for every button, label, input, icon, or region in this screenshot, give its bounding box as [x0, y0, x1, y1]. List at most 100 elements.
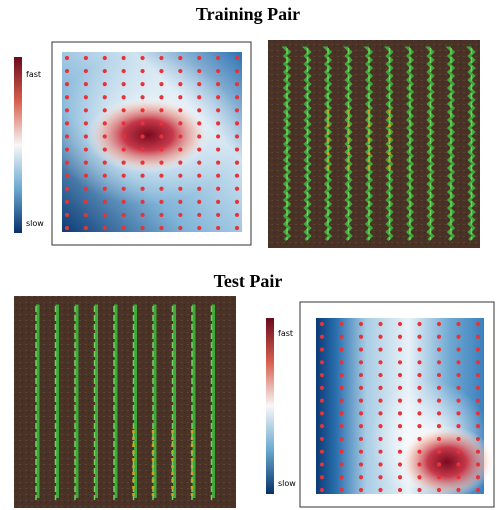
sample-point	[359, 488, 363, 492]
sample-point	[398, 411, 402, 415]
sample-point	[378, 386, 382, 390]
sample-point	[197, 56, 201, 60]
sample-point	[398, 475, 402, 479]
sample-point	[339, 437, 343, 441]
sample-point	[437, 347, 441, 351]
sample-point	[320, 462, 324, 466]
sample-point	[103, 134, 107, 138]
sample-point	[65, 82, 69, 86]
sample-point	[103, 69, 107, 73]
section-title: Test Pair	[214, 271, 283, 291]
sample-point	[398, 488, 402, 492]
sample-point	[84, 226, 88, 230]
sample-point	[320, 360, 324, 364]
sample-point	[216, 82, 220, 86]
sample-point	[235, 161, 239, 165]
sample-point	[456, 411, 460, 415]
sample-point	[84, 95, 88, 99]
sample-point	[476, 322, 480, 326]
sample-point	[65, 213, 69, 217]
sample-point	[159, 200, 163, 204]
sample-point	[320, 475, 324, 479]
sample-point	[378, 335, 382, 339]
sample-point	[378, 437, 382, 441]
sample-point	[456, 424, 460, 428]
sample-point	[65, 226, 69, 230]
sample-point	[103, 187, 107, 191]
sample-point	[476, 450, 480, 454]
sample-point	[103, 121, 107, 125]
sample-point	[103, 95, 107, 99]
sample-point	[65, 161, 69, 165]
sample-point	[159, 187, 163, 191]
sample-point	[437, 399, 441, 403]
sample-point	[122, 187, 126, 191]
sample-point	[417, 373, 421, 377]
sample-point	[437, 411, 441, 415]
sample-point	[235, 95, 239, 99]
sample-point	[417, 335, 421, 339]
sample-point	[235, 121, 239, 125]
sample-point	[159, 95, 163, 99]
sample-point	[178, 108, 182, 112]
sample-point	[476, 373, 480, 377]
sample-point	[122, 161, 126, 165]
sample-point	[456, 347, 460, 351]
sample-point	[65, 147, 69, 151]
sample-point	[140, 69, 144, 73]
sample-point	[65, 95, 69, 99]
sample-point	[476, 437, 480, 441]
sample-point	[417, 475, 421, 479]
colorbar	[14, 57, 22, 233]
sample-point	[359, 450, 363, 454]
sample-point	[197, 226, 201, 230]
sample-point	[359, 360, 363, 364]
sample-point	[84, 134, 88, 138]
sample-point	[437, 462, 441, 466]
sample-point	[339, 450, 343, 454]
sample-point	[339, 488, 343, 492]
sample-point	[359, 462, 363, 466]
sample-point	[140, 174, 144, 178]
sample-point	[359, 347, 363, 351]
sample-point	[359, 386, 363, 390]
sample-point	[320, 347, 324, 351]
sample-point	[65, 69, 69, 73]
sample-point	[197, 187, 201, 191]
sample-point	[122, 121, 126, 125]
sample-point	[216, 174, 220, 178]
sample-point	[122, 134, 126, 138]
sample-point	[197, 82, 201, 86]
sample-point	[359, 424, 363, 428]
sample-point	[235, 187, 239, 191]
sample-point	[140, 147, 144, 151]
section-title: Training Pair	[196, 4, 300, 24]
sample-point	[320, 488, 324, 492]
sample-point	[159, 69, 163, 73]
sample-point	[103, 56, 107, 60]
sample-point	[378, 475, 382, 479]
sample-point	[476, 386, 480, 390]
sample-point	[103, 213, 107, 217]
figure: Training Pair Test Pair fast slow fast s…	[0, 0, 497, 510]
sample-point	[122, 174, 126, 178]
sample-point	[476, 347, 480, 351]
sample-point	[456, 373, 460, 377]
sample-point	[197, 69, 201, 73]
sample-point	[178, 56, 182, 60]
sample-point	[159, 56, 163, 60]
sample-point	[339, 335, 343, 339]
colorbar	[266, 318, 274, 494]
sample-point	[84, 108, 88, 112]
sample-point	[103, 226, 107, 230]
sample-point	[476, 360, 480, 364]
sample-point	[178, 95, 182, 99]
sample-point	[339, 347, 343, 351]
sample-point	[476, 399, 480, 403]
sample-point	[359, 475, 363, 479]
sample-point	[417, 322, 421, 326]
sample-point	[417, 488, 421, 492]
sample-point	[398, 437, 402, 441]
sample-point	[359, 411, 363, 415]
sample-point	[320, 373, 324, 377]
